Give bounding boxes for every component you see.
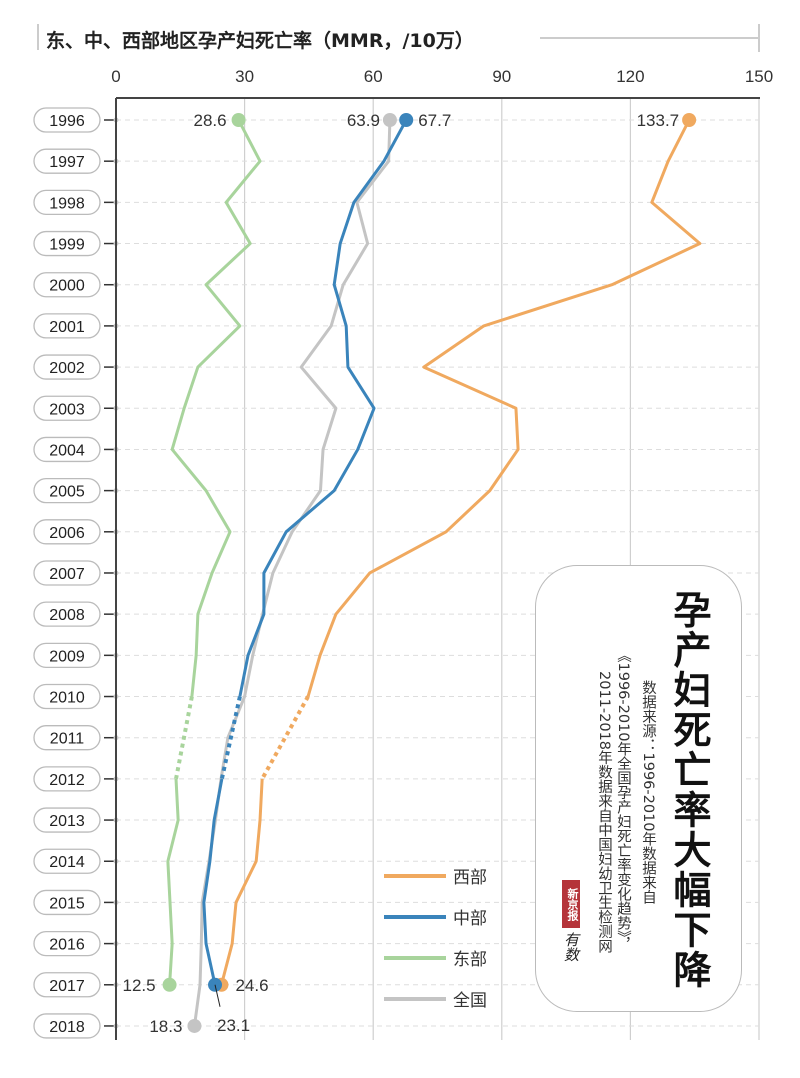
y-tick-label: 2005 — [49, 484, 85, 501]
year-pill — [33, 807, 101, 833]
x-tick-label: 30 — [235, 67, 254, 86]
end-point-marker — [382, 113, 397, 127]
y-tick-label: 1997 — [49, 154, 85, 171]
data-label: 133.7 — [637, 111, 680, 130]
x-tick-label: 120 — [616, 67, 644, 86]
year-pill — [33, 395, 101, 421]
y-tick-label: 2014 — [49, 854, 85, 871]
end-point-marker — [187, 1018, 202, 1033]
year-pill — [33, 725, 101, 751]
year-pill — [33, 272, 101, 298]
y-tick-label: 2011 — [50, 731, 85, 748]
year-pill — [33, 972, 101, 998]
y-tick-label: 2002 — [49, 360, 85, 377]
end-point-marker — [682, 113, 697, 127]
y-tick-label: 2007 — [49, 566, 85, 583]
y-tick-label: 2018 — [49, 1019, 85, 1036]
data-label: 28.6 — [194, 111, 227, 130]
year-pill — [33, 354, 101, 380]
series-line — [202, 778, 224, 986]
y-tick-label: 2012 — [49, 772, 85, 789]
series-西部 — [220, 119, 702, 986]
y-tick-label: 2013 — [49, 813, 85, 830]
year-pill — [33, 189, 101, 216]
series-line — [220, 778, 264, 986]
x-tick-label: 0 — [111, 67, 120, 86]
year-pill — [33, 930, 101, 957]
x-tick-label: 60 — [364, 67, 383, 86]
x-tick-label: 150 — [745, 67, 773, 86]
year-pill — [33, 683, 101, 710]
end-point-marker — [231, 113, 246, 127]
year-pill — [33, 766, 101, 792]
year-pill — [33, 519, 101, 545]
legend-label: 东部 — [453, 950, 487, 970]
y-tick-label: 1999 — [49, 237, 85, 254]
data-label: 67.7 — [418, 111, 451, 130]
year-pill — [33, 848, 101, 874]
series-line — [238, 119, 408, 697]
series-line — [166, 778, 180, 985]
info-panel — [535, 565, 742, 1012]
end-point-marker — [399, 113, 414, 127]
logo-sub: 有数 — [562, 932, 579, 962]
year-pill — [33, 889, 101, 916]
data-label: 24.6 — [235, 976, 268, 995]
series-line — [306, 119, 702, 697]
legend-label: 中部 — [453, 909, 487, 929]
source-line-3: 2011-2018年数据来自中国妇幼卫生检测网 — [596, 671, 612, 954]
series-line — [170, 119, 262, 697]
year-pill — [33, 601, 101, 627]
year-pill — [33, 148, 101, 174]
end-point-marker — [162, 977, 177, 992]
year-pill — [33, 436, 101, 463]
series-gap-dotted — [174, 696, 194, 780]
y-tick-label: 1998 — [49, 195, 85, 212]
data-label: 18.3 — [149, 1017, 182, 1036]
year-pill — [33, 477, 101, 504]
x-tick-label: 90 — [492, 67, 511, 86]
y-tick-label: 2001 — [49, 319, 85, 336]
series-gap-dotted — [219, 696, 242, 780]
series-中部 — [202, 119, 408, 986]
legend-label: 全国 — [453, 991, 487, 1011]
data-label: 12.5 — [122, 976, 155, 995]
year-pill — [33, 230, 101, 257]
year-pill — [33, 1013, 101, 1039]
year-pill — [33, 107, 101, 133]
y-tick-label: 2009 — [49, 648, 85, 665]
panel-headline: 孕产妇死亡率大幅下降 — [667, 590, 711, 990]
year-pill — [33, 560, 101, 586]
y-tick-label: 2015 — [49, 895, 85, 912]
legend-label: 西部 — [453, 868, 487, 888]
source-line-2: 《1996-2010年全国孕产妇死亡率变化趋势》， — [615, 648, 631, 952]
y-tick-label: 2017 — [49, 978, 85, 995]
year-pill — [33, 642, 101, 668]
year-pill — [33, 313, 101, 339]
y-tick-label: 1996 — [49, 113, 85, 130]
data-label: 23.1 — [217, 1016, 250, 1035]
y-tick-label: 2000 — [49, 278, 85, 295]
y-tick-label: 2016 — [49, 937, 85, 954]
logo: 新京报 — [562, 880, 580, 928]
y-tick-label: 2008 — [49, 607, 85, 624]
data-label: 63.9 — [347, 111, 380, 130]
annotation-leader — [214, 984, 221, 1007]
series-东部 — [166, 119, 262, 985]
source-line-1: 数据来源：1996-2010年数据来自 — [640, 680, 656, 905]
y-tick-label: 2010 — [49, 690, 85, 707]
chart-title: 东、中、西部地区孕产妇死亡率（MMR，/10万） — [46, 30, 474, 52]
y-tick-label: 2004 — [49, 442, 85, 459]
y-tick-label: 2006 — [49, 525, 85, 542]
y-tick-label: 2003 — [49, 401, 85, 418]
